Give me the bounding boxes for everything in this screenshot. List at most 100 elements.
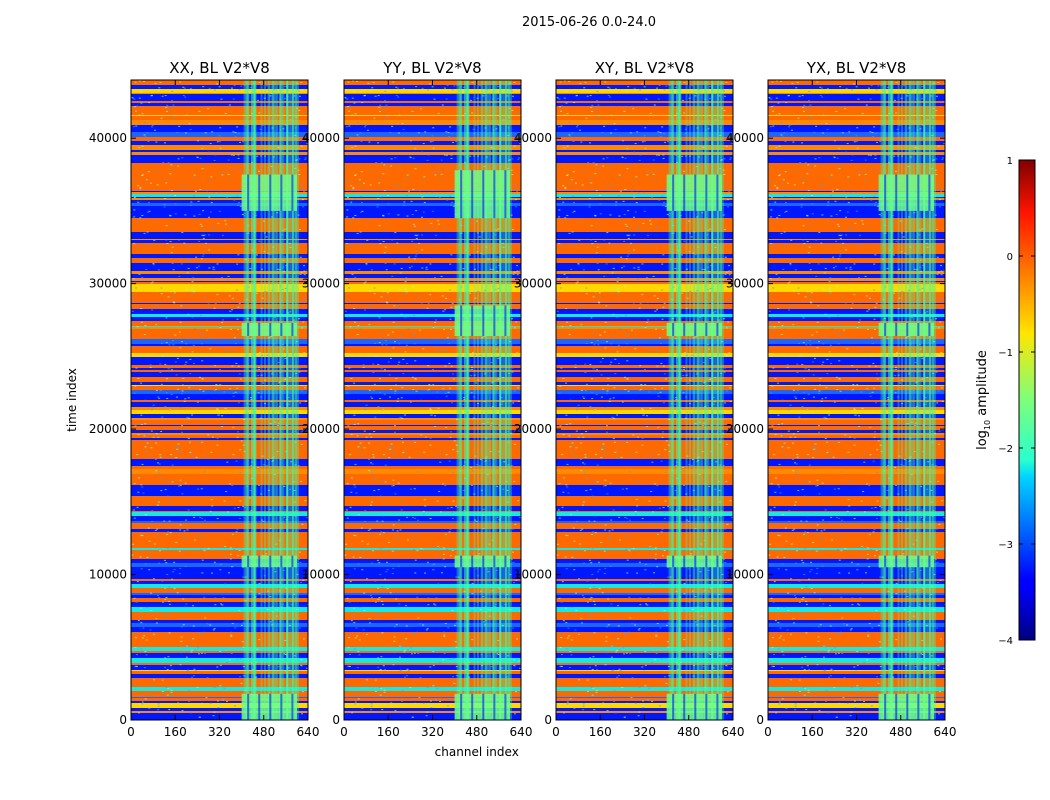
heatmap-speckle — [159, 454, 162, 456]
heatmap-speckle — [398, 183, 401, 185]
heatmap-speckle — [215, 83, 218, 85]
heatmap-speckle — [694, 621, 697, 623]
heatmap-speckle — [428, 83, 431, 85]
heatmap-speckle — [133, 216, 136, 218]
heatmap-band — [131, 523, 308, 526]
heatmap-speckle — [649, 113, 652, 115]
heatmap-speckle — [262, 382, 265, 384]
heatmap-speckle — [475, 443, 478, 445]
heatmap-speckle — [382, 367, 385, 369]
heatmap-speckle — [447, 627, 450, 629]
heatmap-speckle — [423, 499, 426, 501]
heatmap-speckle — [157, 703, 160, 705]
heatmap-speckle — [659, 627, 662, 629]
heatmap-speckle — [170, 691, 173, 693]
heatmap-speckle — [209, 513, 212, 515]
heatmap-speckle — [351, 97, 354, 99]
heatmap-speckle — [221, 699, 224, 701]
heatmap-speckle — [684, 128, 687, 130]
heatmap-speckle — [300, 659, 303, 661]
heatmap-speckle — [133, 597, 136, 599]
heatmap-speckle — [605, 636, 608, 638]
heatmap-band — [131, 235, 308, 239]
heatmap-speckle — [145, 451, 148, 453]
heatmap-band — [556, 496, 733, 499]
heatmap-band — [131, 516, 308, 521]
rfi-channel-column — [289, 80, 292, 720]
heatmap-speckle — [498, 512, 501, 514]
rfi-channel-column — [254, 80, 257, 720]
heatmap-speckle — [242, 444, 245, 446]
heatmap-speckle — [511, 173, 514, 175]
heatmap-speckle — [689, 609, 692, 611]
heatmap-speckle — [624, 634, 627, 636]
heatmap-speckle — [380, 531, 383, 533]
heatmap-speckle — [609, 214, 612, 216]
heatmap-speckle — [687, 568, 690, 570]
heatmap-speckle — [279, 582, 282, 584]
heatmap-speckle — [469, 222, 472, 224]
heatmap-speckle — [606, 393, 609, 395]
heatmap-speckle — [648, 500, 651, 502]
heatmap-speckle — [370, 89, 373, 91]
heatmap-speckle — [653, 572, 656, 574]
heatmap-band — [131, 317, 308, 321]
heatmap-speckle — [221, 426, 224, 428]
heatmap-speckle — [710, 424, 713, 426]
heatmap-speckle — [479, 459, 482, 461]
heatmap-speckle — [499, 403, 502, 405]
heatmap-speckle — [673, 92, 676, 94]
heatmap-speckle — [516, 544, 519, 546]
heatmap-band — [131, 386, 308, 390]
heatmap-speckle — [277, 146, 280, 148]
heatmap-speckle — [287, 396, 290, 398]
heatmap-speckle — [144, 446, 147, 448]
heatmap-speckle — [423, 201, 426, 203]
heatmap-speckle — [452, 472, 455, 474]
heatmap-speckle — [625, 324, 628, 326]
heatmap-speckle — [367, 529, 370, 531]
heatmap-band — [344, 492, 521, 496]
heatmap-speckle — [556, 554, 559, 556]
heatmap-speckle — [654, 310, 657, 312]
heatmap-band — [556, 438, 733, 440]
heatmap-speckle — [243, 84, 246, 86]
heatmap-speckle — [609, 165, 612, 167]
heatmap-speckle — [562, 378, 565, 380]
heatmap-speckle — [556, 310, 559, 312]
heatmap-speckle — [602, 165, 605, 167]
heatmap-band — [131, 664, 308, 665]
heatmap-speckle — [133, 517, 136, 519]
heatmap-speckle — [301, 199, 304, 201]
heatmap-speckle — [219, 369, 222, 371]
heatmap-band — [131, 226, 308, 229]
heatmap-speckle — [232, 98, 235, 100]
heatmap-speckle — [234, 298, 237, 300]
heatmap-speckle — [589, 657, 592, 659]
heatmap-speckle — [254, 677, 257, 679]
heatmap-speckle — [689, 555, 692, 557]
heatmap-speckle — [216, 666, 219, 668]
heatmap-band — [131, 462, 308, 466]
heatmap-speckle — [559, 665, 562, 667]
heatmap-speckle — [215, 384, 218, 386]
heatmap-speckle — [453, 440, 456, 442]
heatmap-speckle — [216, 409, 219, 411]
heatmap-speckle — [160, 383, 163, 385]
heatmap-speckle — [510, 344, 513, 346]
heatmap-speckle — [236, 126, 239, 128]
heatmap-speckle — [185, 656, 188, 658]
heatmap-speckle — [156, 290, 159, 292]
heatmap-speckle — [687, 382, 690, 384]
heatmap-speckle — [295, 107, 298, 109]
heatmap-speckle — [627, 210, 630, 212]
heatmap-band — [344, 682, 521, 683]
heatmap-speckle — [467, 377, 470, 379]
heatmap-speckle — [235, 362, 238, 364]
heatmap-speckle — [285, 424, 288, 426]
heatmap-speckle — [466, 408, 469, 410]
heatmap-band — [131, 455, 308, 457]
heatmap-speckle — [372, 454, 375, 456]
heatmap-speckle — [202, 237, 205, 239]
rfi-channel-column — [465, 80, 468, 720]
